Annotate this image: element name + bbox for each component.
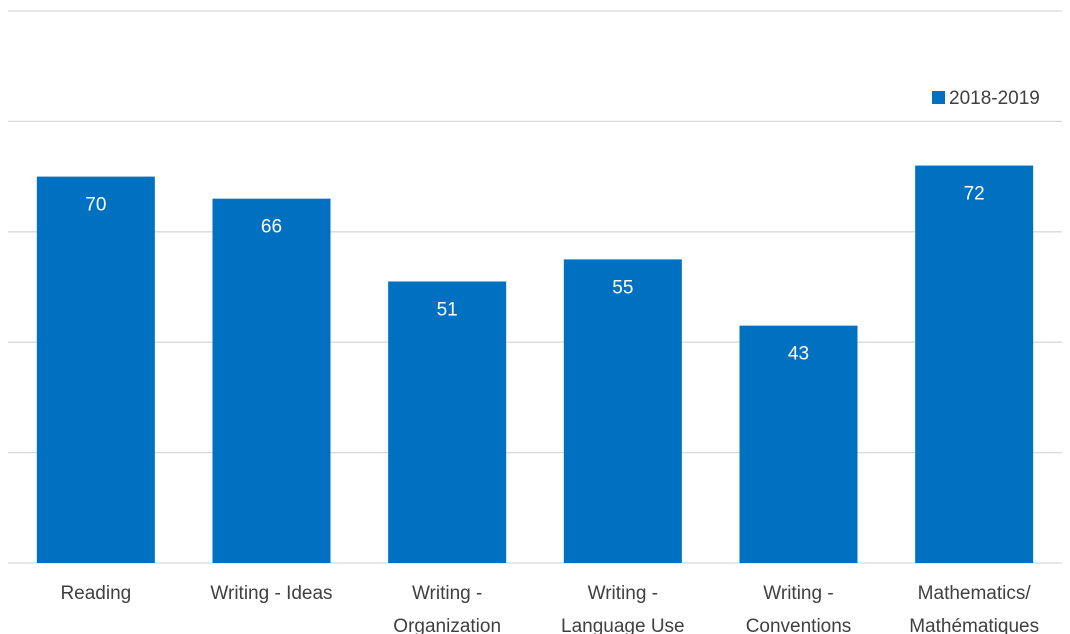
data-label-2: 66: [261, 217, 282, 238]
legend-label: 2018-2019: [949, 88, 1040, 109]
bar-2: [212, 198, 331, 563]
category-label-6-line-1: Mathematics/: [918, 583, 1032, 604]
data-label-3: 51: [437, 299, 458, 320]
legend: 2018-2019: [932, 88, 1040, 109]
category-label-1: Reading: [60, 583, 131, 604]
category-label-4-line-2: Language Use: [561, 616, 685, 634]
category-label-5-line-1: Writing -: [763, 583, 833, 604]
data-labels: 70 66 51 55 43 72: [85, 184, 984, 365]
bars: [36, 165, 1034, 563]
category-label-5-line-2: Conventions: [746, 616, 852, 634]
category-label-2: Writing - Ideas: [210, 583, 332, 604]
bar-1: [36, 176, 155, 563]
data-label-6: 72: [964, 184, 985, 205]
data-label-1: 70: [85, 195, 106, 216]
data-label-5: 43: [788, 344, 809, 365]
data-label-4: 55: [612, 277, 633, 298]
category-axis: Reading Writing - Ideas Writing - Organizat…: [60, 583, 1039, 634]
category-label-3-line-1: Writing -: [412, 583, 482, 604]
bar-4: [563, 259, 682, 563]
bar-5: [739, 325, 858, 563]
legend-swatch: [932, 91, 945, 104]
category-label-3-line-2: Organization: [393, 616, 501, 634]
bar-3: [388, 281, 507, 563]
category-label-6-line-2: Mathématiques: [909, 616, 1039, 634]
category-label-4-line-1: Writing -: [588, 583, 658, 604]
gridlines: [8, 10, 1062, 564]
bar-6: [915, 165, 1034, 563]
